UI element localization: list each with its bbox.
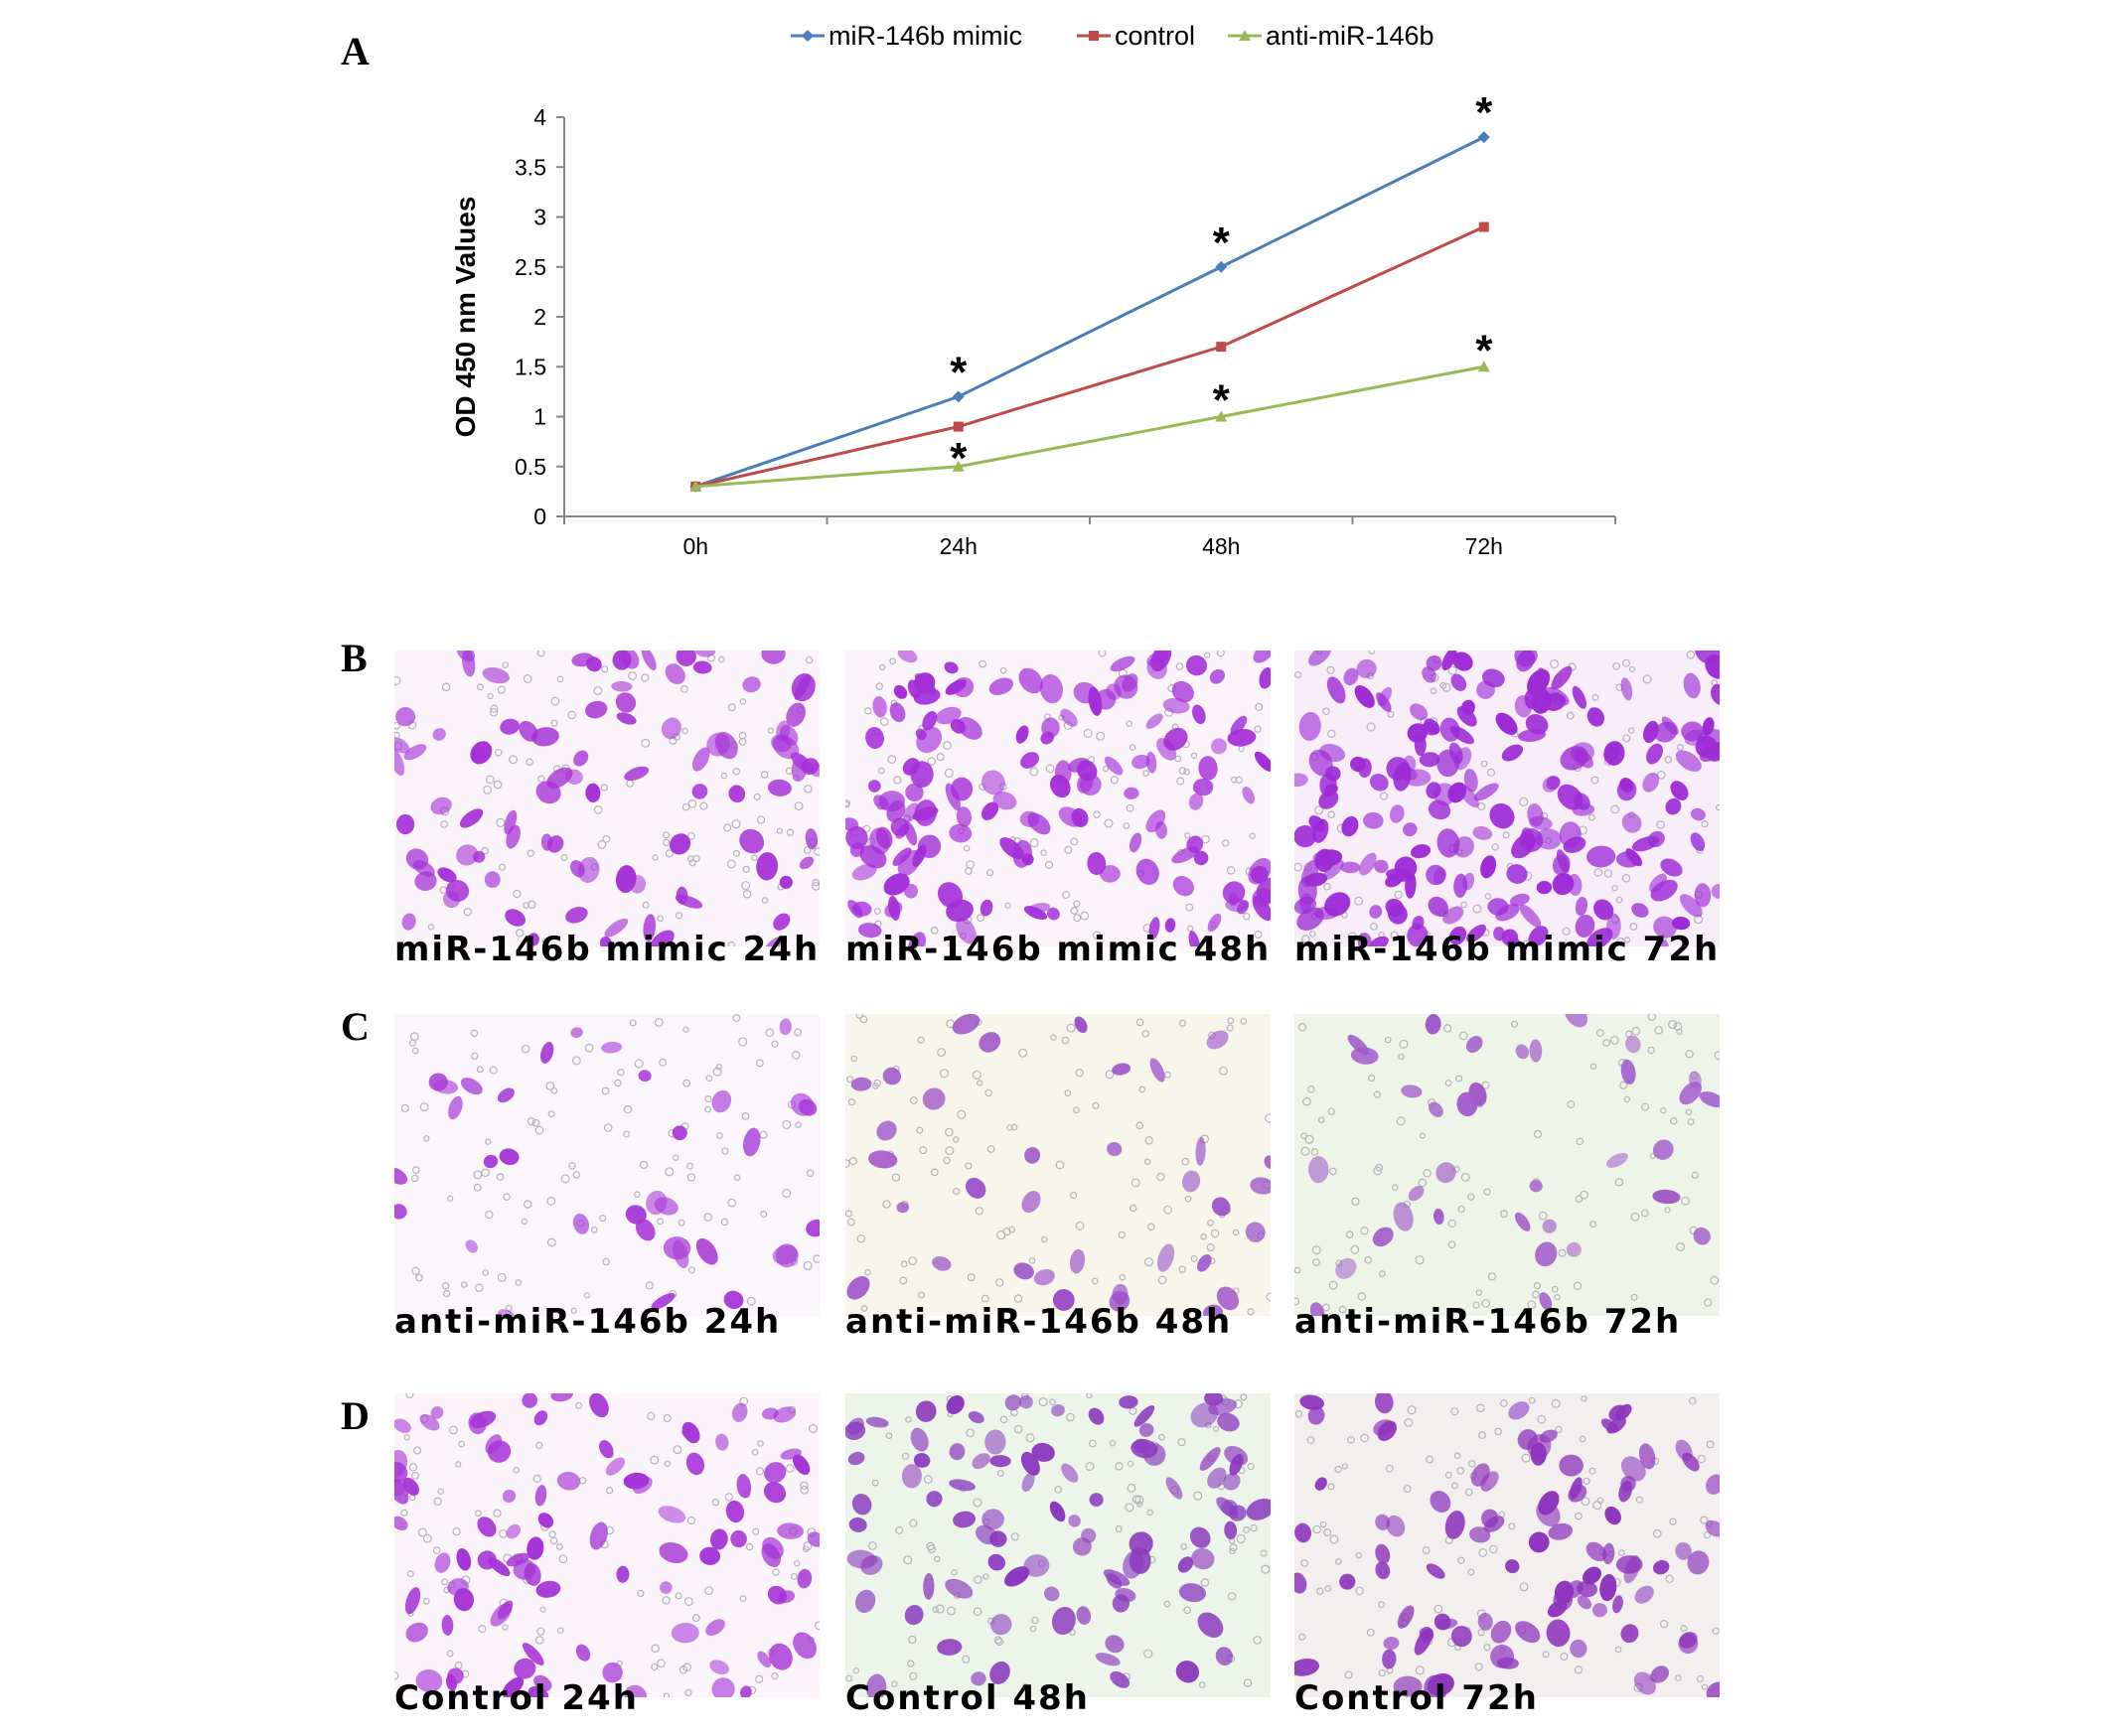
x-tick-label: 0h	[682, 533, 708, 559]
micrograph-b-3	[1294, 651, 1720, 946]
data-point-diamond	[1215, 260, 1228, 273]
data-point-diamond	[1477, 131, 1490, 144]
panel-label-c: C	[341, 1004, 370, 1049]
panel-label-a: A	[341, 29, 370, 73]
y-tick-label: 1	[533, 404, 546, 430]
x-tick-label: 24h	[940, 533, 978, 559]
data-point-triangle	[1239, 30, 1251, 41]
y-tick-label: 4	[533, 104, 546, 130]
data-point-square	[1089, 31, 1099, 41]
series-line-0	[694, 135, 1485, 489]
legend-label-2: anti-miR-146b	[1266, 21, 1434, 51]
data-point-square	[1216, 342, 1227, 353]
micrograph-caption: miR-146b mimic 24h	[394, 930, 821, 969]
micrograph-c-3	[1294, 1014, 1720, 1316]
micrograph-b-2	[845, 651, 1271, 946]
significance-asterisk: *	[950, 434, 968, 483]
micrograph-c-1	[394, 1014, 820, 1316]
micrograph-caption: Control 24h	[394, 1678, 639, 1718]
data-point-triangle	[1215, 410, 1228, 422]
micrograph-c-2	[845, 1014, 1271, 1316]
micrograph-caption: Control 48h	[845, 1678, 1090, 1718]
micrograph-caption: anti-miR-146b 48h	[845, 1302, 1233, 1342]
data-point-diamond	[952, 390, 965, 403]
panel-label-d: D	[341, 1393, 370, 1438]
legend-label-0: miR-146b mimic	[829, 21, 1022, 51]
significance-asterisk: *	[1213, 218, 1231, 267]
data-point-square	[953, 421, 964, 432]
x-tick-label: 72h	[1465, 533, 1503, 559]
data-point-triangle	[689, 480, 702, 492]
od450-line-chart: 0 0.5 1 1.5 2 2.5 3 3.5 4 0h 24h 48h 72h OD 450 nm Va…	[450, 21, 1616, 559]
legend-label-1: control	[1115, 21, 1195, 51]
y-tick-label: 1.5	[515, 354, 546, 379]
y-tick-label: 0.5	[515, 454, 546, 480]
micrograph-b-1	[394, 651, 820, 946]
data-point-triangle	[1477, 361, 1490, 372]
y-tick-label: 3	[533, 205, 546, 230]
micrograph-caption: anti-miR-146b 24h	[394, 1302, 782, 1342]
y-axis-label: OD 450 nm Values	[450, 197, 481, 438]
data-point-square	[1478, 221, 1489, 232]
micrograph-caption: anti-miR-146b 72h	[1294, 1302, 1682, 1342]
y-tick-label: 2.5	[515, 254, 546, 280]
panel-label-b: B	[341, 636, 368, 680]
micrograph-caption: miR-146b mimic 72h	[1294, 930, 1721, 969]
y-tick-label: 2	[533, 304, 546, 330]
significance-asterisk: *	[950, 348, 968, 396]
micrograph-d-1	[394, 1393, 820, 1697]
series-line-2	[695, 364, 1485, 489]
significance-asterisk: *	[1213, 376, 1231, 425]
x-tick-label: 48h	[1202, 533, 1240, 559]
y-tick-label: 0	[533, 504, 546, 529]
micrograph-d-2	[845, 1393, 1271, 1697]
significance-asterisk: *	[1475, 88, 1493, 137]
micrograph-caption: Control 72h	[1294, 1678, 1539, 1718]
data-point-triangle	[952, 460, 965, 472]
micrograph-d-3	[1294, 1393, 1720, 1697]
significance-asterisk: *	[1475, 326, 1493, 374]
micrograph-caption: miR-146b mimic 48h	[845, 930, 1272, 969]
y-tick-label: 3.5	[515, 154, 546, 180]
data-point-diamond	[802, 30, 814, 42]
series-line-1	[694, 225, 1485, 489]
